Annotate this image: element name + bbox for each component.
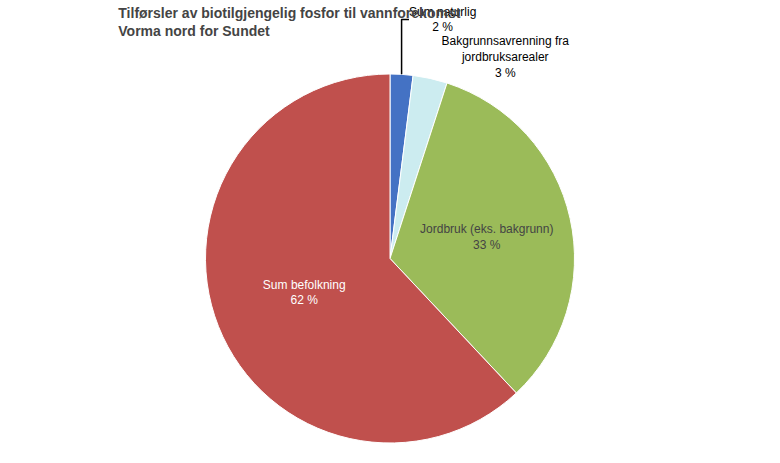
svg-text:Sum naturlig2 %: Sum naturlig2 % [409, 5, 476, 35]
svg-text:Jordbruk (eks. bakgrunn)33 %: Jordbruk (eks. bakgrunn)33 % [420, 222, 553, 252]
svg-text:Sum befolkning62 %: Sum befolkning62 % [263, 278, 346, 308]
svg-text:Tilførsler av biotilgjengelig: Tilførsler av biotilgjengelig fosfor til… [118, 5, 460, 39]
svg-text:Bakgrunnsavrenning frajordbruk: Bakgrunnsavrenning frajordbruksarealer3 … [442, 34, 570, 79]
